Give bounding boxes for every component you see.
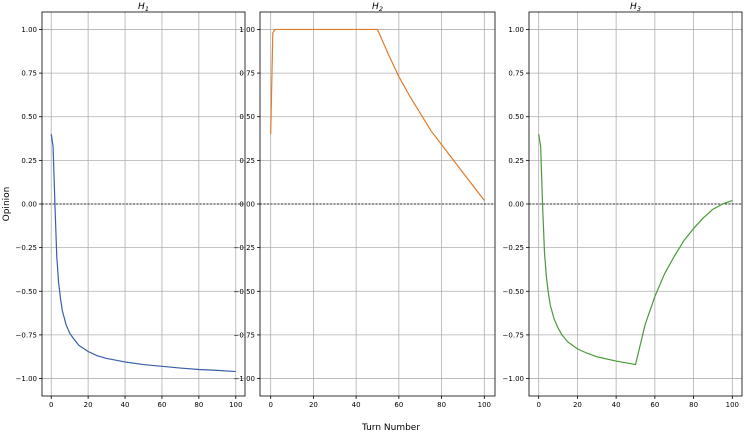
x-tick-label: 80: [194, 401, 203, 409]
x-tick-label: 80: [689, 401, 698, 409]
x-tick-label: 0: [268, 401, 272, 409]
x-axis-label: Turn Number: [361, 423, 420, 433]
y-tick-label: 0.75: [508, 70, 524, 78]
subplot-3: 0 20 40 60 80 100 −1.00 −0.75 −0.50 −0.25 0.00 0.25…: [503, 2, 743, 409]
y-tick-label: 0.50: [21, 113, 37, 121]
y-tick-label: 0.50: [508, 113, 524, 121]
subplot-title: H1: [138, 2, 149, 13]
y-tick-label: −0.25: [234, 244, 255, 252]
y-tick-label: 0.25: [21, 157, 37, 165]
subplot-title-subscript: 3: [637, 5, 641, 13]
y-tick-label: 0.75: [239, 70, 255, 78]
y-tick-label: −1.00: [503, 375, 524, 383]
y-tick-label: −0.50: [234, 288, 255, 296]
y-tick-label: 0.00: [21, 201, 37, 209]
x-tick-label: 100: [726, 401, 739, 409]
x-tick-label: 0: [536, 401, 540, 409]
x-tick-label: 40: [121, 401, 130, 409]
x-tick-label: 60: [157, 401, 166, 409]
subplot-title: H2: [372, 2, 383, 13]
y-tick-label: −1.00: [234, 375, 255, 383]
y-tick-label: −1.00: [16, 375, 37, 383]
x-tick-label: 40: [612, 401, 621, 409]
y-tick-label: −0.50: [503, 288, 524, 296]
x-tick-label: 80: [437, 401, 446, 409]
y-tick-label: 0.25: [508, 157, 524, 165]
y-tick-label: 0.00: [508, 201, 524, 209]
y-tick-label: 0.50: [239, 113, 255, 121]
subplot-title-main: H: [138, 2, 145, 12]
x-tick-label: 40: [352, 401, 361, 409]
subplot-title-main: H: [372, 2, 379, 12]
x-tick-label: 100: [478, 401, 491, 409]
subplot-title-main: H: [630, 2, 637, 12]
x-tick-label: 60: [394, 401, 403, 409]
subplot-title: H3: [630, 2, 641, 13]
subplot-1: 0 20 40 60 80 100 −1.00 −0.75 −0.50 −0.25 0.00 0.25…: [16, 2, 246, 409]
y-tick-label: 0.25: [239, 157, 255, 165]
subplots: 0 20 40 60 80 100−1.00−0.75−0.50−0.250.000.25…: [16, 2, 743, 409]
y-tick-label: −0.75: [503, 331, 524, 339]
y-tick-label: −0.75: [234, 331, 255, 339]
y-tick-label: −0.25: [503, 244, 524, 252]
subplot-title-subscript: 1: [145, 5, 149, 13]
y-tick-label: 0.00: [239, 201, 255, 209]
y-tick-label: 1.00: [239, 26, 255, 34]
y-tick-label: 1.00: [508, 26, 524, 34]
y-axis-label: Opinion: [2, 187, 12, 222]
y-tick-label: −0.50: [16, 288, 37, 296]
y-tick-label: −0.75: [16, 331, 37, 339]
x-tick-label: 20: [573, 401, 582, 409]
y-tick-label: 1.00: [21, 26, 37, 34]
subplot-title-subscript: 2: [379, 5, 383, 13]
subplot-2: 0 20 40 60 80 100 −1.00 −0.75 −0.50 −0.25 0.00 0.25…: [234, 2, 496, 409]
x-tick-label: 0: [49, 401, 53, 409]
x-tick-label: 20: [309, 401, 318, 409]
x-tick-label: 100: [229, 401, 242, 409]
y-tick-label: 0.75: [21, 70, 37, 78]
y-tick-label: −0.25: [16, 244, 37, 252]
series-line: [270, 28, 485, 201]
x-tick-label: 60: [650, 401, 659, 409]
series-line: [50, 134, 236, 373]
x-tick-label: 20: [84, 401, 93, 409]
series-line: [538, 134, 733, 366]
